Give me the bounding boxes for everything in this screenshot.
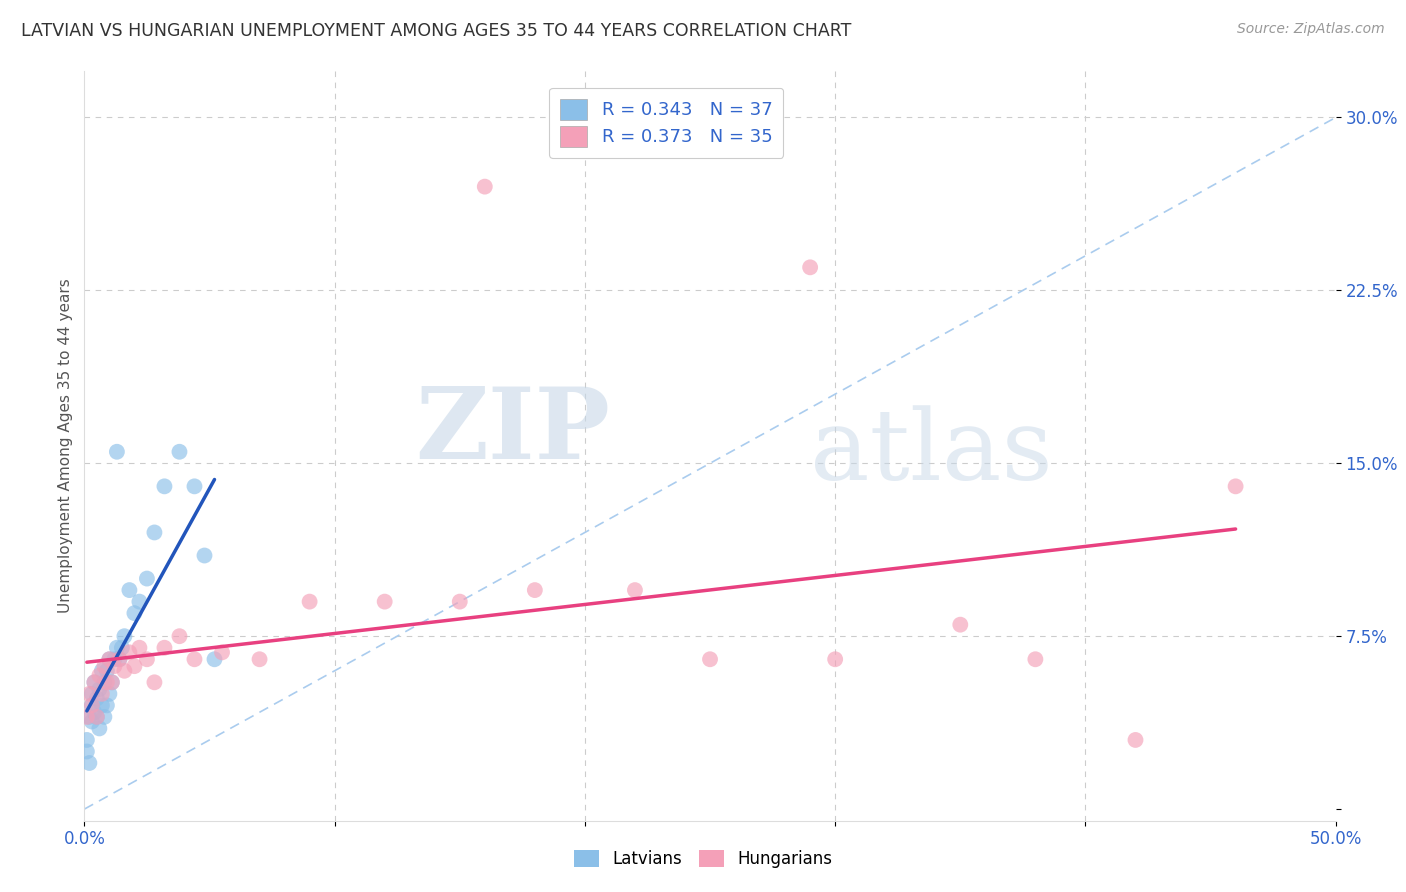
Point — [89, 722, 111, 736]
Point — [96, 698, 118, 713]
Point — [80, 687, 103, 701]
Point — [90, 664, 112, 678]
Point — [111, 640, 134, 655]
Point — [96, 664, 118, 678]
Point — [143, 525, 166, 540]
Point — [169, 629, 191, 643]
Point — [89, 668, 111, 682]
Point — [108, 652, 131, 666]
Point — [1125, 733, 1147, 747]
Point — [93, 675, 115, 690]
Point — [105, 444, 128, 458]
Point — [86, 710, 108, 724]
Point — [86, 710, 108, 724]
Point — [949, 617, 972, 632]
Point — [124, 606, 146, 620]
Legend: R = 0.343   N = 37, R = 0.373   N = 35: R = 0.343 N = 37, R = 0.373 N = 35 — [550, 88, 783, 158]
Point — [83, 675, 105, 690]
Point — [169, 444, 191, 458]
Point — [523, 583, 546, 598]
Point — [89, 682, 111, 697]
Point — [143, 675, 166, 690]
Point — [83, 706, 105, 720]
Point — [93, 710, 115, 724]
Point — [79, 756, 101, 770]
Point — [101, 675, 124, 690]
Point — [118, 583, 141, 598]
Point — [211, 645, 233, 659]
Point — [136, 652, 159, 666]
Point — [824, 652, 846, 666]
Point — [183, 479, 205, 493]
Point — [298, 594, 321, 608]
Point — [374, 594, 396, 608]
Point — [204, 652, 226, 666]
Point — [474, 179, 496, 194]
Point — [124, 659, 146, 673]
Text: ZIP: ZIP — [415, 383, 610, 480]
Point — [93, 659, 115, 673]
Point — [86, 691, 108, 706]
Point — [1225, 479, 1247, 493]
Point — [98, 652, 121, 666]
Point — [103, 652, 125, 666]
Point — [112, 664, 135, 678]
Point — [79, 710, 101, 724]
Point — [79, 687, 101, 701]
Point — [80, 698, 103, 713]
Point — [98, 652, 121, 666]
Point — [98, 687, 121, 701]
Point — [183, 652, 205, 666]
Point — [449, 594, 471, 608]
Point — [80, 698, 103, 713]
Point — [101, 675, 124, 690]
Point — [90, 698, 112, 713]
Point — [153, 640, 176, 655]
Text: atlas: atlas — [810, 406, 1053, 501]
Point — [90, 687, 112, 701]
Point — [1024, 652, 1046, 666]
Text: Source: ZipAtlas.com: Source: ZipAtlas.com — [1237, 22, 1385, 37]
Point — [153, 479, 176, 493]
Point — [105, 640, 128, 655]
Point — [108, 652, 131, 666]
Y-axis label: Unemployment Among Ages 35 to 44 years: Unemployment Among Ages 35 to 44 years — [58, 278, 73, 614]
Point — [193, 549, 215, 563]
Point — [128, 594, 150, 608]
Point — [118, 645, 141, 659]
Point — [103, 659, 125, 673]
Point — [128, 640, 150, 655]
Point — [80, 714, 103, 729]
Point — [83, 675, 105, 690]
Point — [699, 652, 721, 666]
Point — [112, 629, 135, 643]
Point — [799, 260, 821, 275]
Point — [136, 572, 159, 586]
Point — [624, 583, 647, 598]
Legend: Latvians, Hungarians: Latvians, Hungarians — [567, 843, 839, 875]
Point — [76, 710, 98, 724]
Text: LATVIAN VS HUNGARIAN UNEMPLOYMENT AMONG AGES 35 TO 44 YEARS CORRELATION CHART: LATVIAN VS HUNGARIAN UNEMPLOYMENT AMONG … — [21, 22, 852, 40]
Point — [249, 652, 271, 666]
Point — [76, 744, 98, 758]
Point — [96, 675, 118, 690]
Point — [76, 733, 98, 747]
